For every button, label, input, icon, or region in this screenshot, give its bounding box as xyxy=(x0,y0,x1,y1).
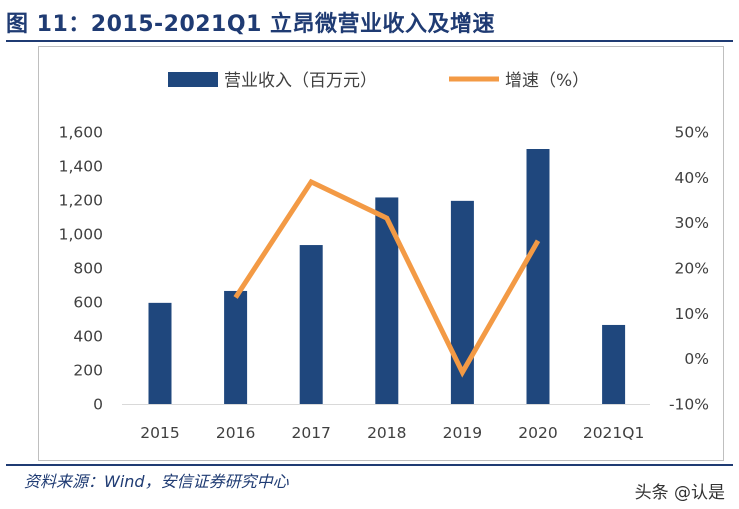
right-tick-label: 20% xyxy=(675,260,709,278)
bar-2015 xyxy=(148,302,172,404)
x-tick-label: 2019 xyxy=(443,424,482,442)
left-tick-label: 1,200 xyxy=(59,192,103,210)
bar-2017 xyxy=(299,245,323,404)
right-tick-label: 50% xyxy=(675,124,709,142)
left-tick-label: 1,000 xyxy=(59,226,103,244)
left-tick-label: 0 xyxy=(93,396,103,414)
line-layer xyxy=(233,178,541,378)
source-note: 资料来源：Wind，安信证券研究中心 xyxy=(24,472,289,491)
legend-growth-label: 增速（%） xyxy=(505,71,589,91)
left-axis: 0 200 400 600 800 1,000 1,200 1,400 1,600 xyxy=(59,124,103,414)
left-tick-label: 1,400 xyxy=(59,158,103,176)
bar-2020 xyxy=(526,149,550,404)
right-tick-label: 10% xyxy=(675,305,709,323)
figure-title: 图 11：2015-2021Q1 立昂微营业收入及增速 xyxy=(6,12,496,37)
x-tick-label: 2020 xyxy=(518,424,557,442)
left-tick-label: 400 xyxy=(73,328,103,346)
legend: 营业收入（百万元） 增速（%） xyxy=(168,71,589,91)
x-tick-label: 2021Q1 xyxy=(583,424,645,442)
legend-revenue-label: 营业收入（百万元） xyxy=(224,71,377,91)
left-tick-label: 800 xyxy=(73,260,103,278)
right-tick-label: -10% xyxy=(669,396,709,414)
left-tick-label: 200 xyxy=(73,362,103,380)
x-tick-label: 2017 xyxy=(291,424,330,442)
left-tick-label: 600 xyxy=(73,294,103,312)
right-tick-label: 40% xyxy=(675,169,709,187)
title-rule xyxy=(6,40,733,42)
source-rule xyxy=(6,464,733,466)
bar-2016 xyxy=(224,290,248,404)
x-tick-label: 2018 xyxy=(367,424,406,442)
watermark-text: 头条 @认是 xyxy=(634,483,725,503)
right-tick-label: 0% xyxy=(684,350,709,368)
right-axis: -10% 0% 10% 20% 30% 40% 50% xyxy=(669,124,709,414)
bar-2019 xyxy=(450,200,474,404)
bar-2021Q1 xyxy=(602,324,626,404)
bars-layer xyxy=(148,149,626,404)
left-tick-label: 1,600 xyxy=(59,124,103,142)
x-axis: 2015 2016 2017 2018 2019 2020 2021Q1 xyxy=(122,404,650,442)
x-tick-label: 2016 xyxy=(216,424,255,442)
legend-revenue-swatch xyxy=(168,72,218,87)
bar-2018 xyxy=(375,197,399,404)
x-tick-label: 2015 xyxy=(140,424,179,442)
right-tick-label: 30% xyxy=(675,214,709,232)
